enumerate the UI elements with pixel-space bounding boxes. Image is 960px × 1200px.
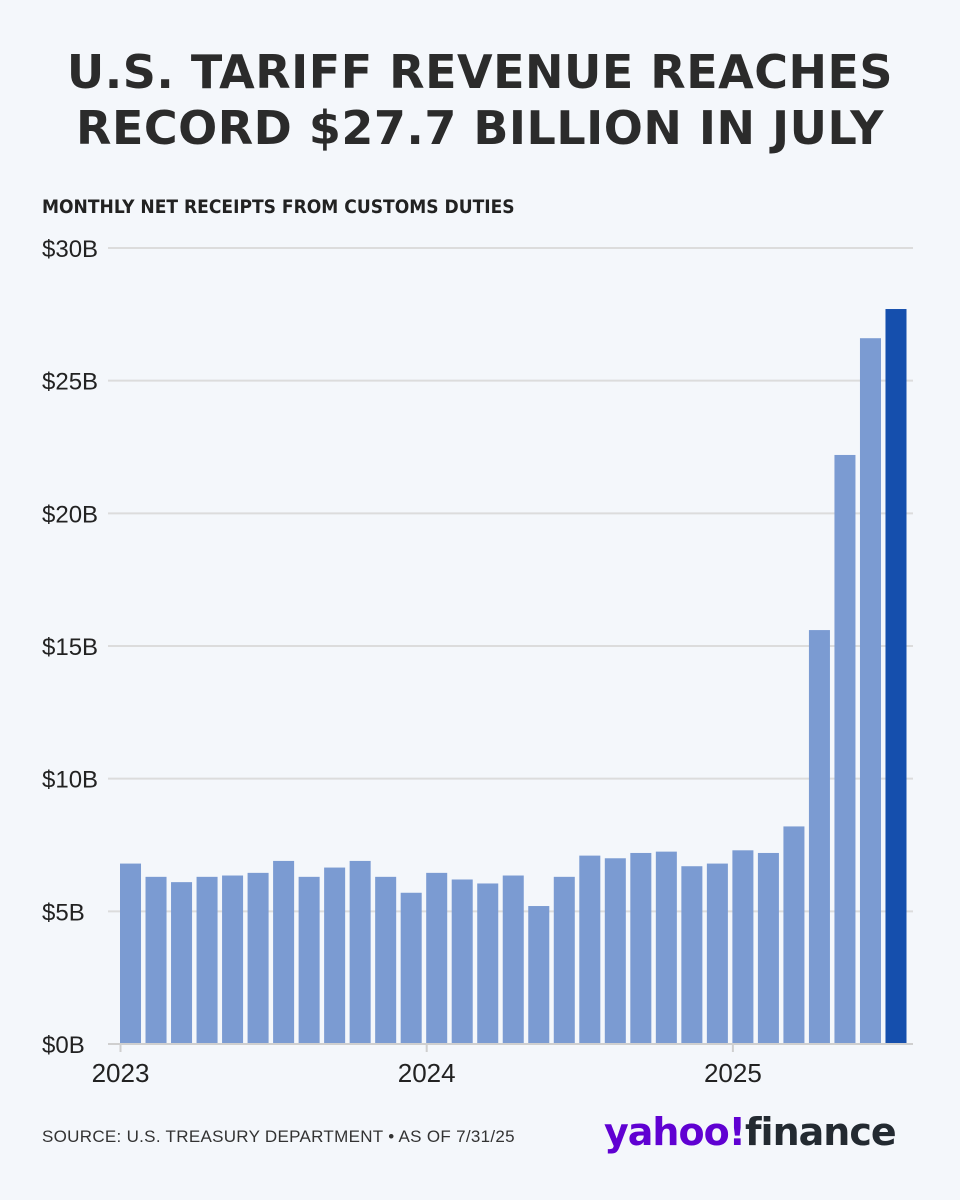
bar-2024-07 xyxy=(579,855,601,1044)
bar-2024-02 xyxy=(451,879,473,1044)
y-tick-label: $0B xyxy=(42,1032,85,1059)
y-tick-label: $30B xyxy=(42,236,98,263)
title-line-1: U.S. TARIFF REVENUE REACHES xyxy=(66,45,894,99)
y-tick-label: $5B xyxy=(42,899,85,926)
bar-2025-05 xyxy=(834,454,856,1045)
x-tick-label: 2023 xyxy=(92,1058,150,1088)
y-tick-label: $20B xyxy=(42,501,98,528)
bar-2023-05 xyxy=(222,875,244,1044)
bar-2023-10 xyxy=(349,860,371,1044)
logo-finance: finance xyxy=(745,1110,897,1154)
bar-2024-08 xyxy=(604,858,626,1044)
bar-2023-06 xyxy=(247,872,269,1044)
bar-2024-05 xyxy=(528,906,550,1044)
bar-2025-07 xyxy=(885,309,907,1044)
x-tick-label: 2025 xyxy=(704,1058,762,1088)
bar-2024-03 xyxy=(477,883,499,1044)
y-tick-label: $10B xyxy=(42,767,98,794)
bar-2023-09 xyxy=(324,867,346,1044)
bar-2023-07 xyxy=(273,860,295,1044)
bar-2023-12 xyxy=(400,892,422,1044)
bar-2025-06 xyxy=(859,338,881,1044)
bar-2023-01 xyxy=(120,863,142,1044)
bar-2023-02 xyxy=(145,876,167,1044)
bar-2023-11 xyxy=(375,876,397,1044)
chart-subtitle: MONTHLY NET RECEIPTS FROM CUSTOMS DUTIES xyxy=(42,196,515,218)
logo-yahoo: yahoo! xyxy=(604,1110,746,1154)
bar-2024-04 xyxy=(502,875,524,1044)
bar-2023-08 xyxy=(298,876,320,1044)
chart-title: U.S. TARIFF REVENUE REACHES RECORD $27.7… xyxy=(0,44,960,156)
bar-2025-01 xyxy=(732,850,754,1044)
bar-2025-02 xyxy=(757,852,779,1044)
y-tick-label: $15B xyxy=(42,634,98,661)
bar-2024-11 xyxy=(681,866,703,1044)
bar-2024-12 xyxy=(706,863,728,1044)
source-note: SOURCE: U.S. TREASURY DEPARTMENT • AS OF… xyxy=(42,1127,515,1146)
bar-2025-04 xyxy=(808,630,830,1044)
x-tick-label: 2024 xyxy=(398,1058,456,1088)
bar-2024-10 xyxy=(655,851,677,1044)
bar-2023-04 xyxy=(196,876,218,1044)
bar-2024-06 xyxy=(553,876,575,1044)
bar-2024-09 xyxy=(630,852,652,1044)
bar-2025-03 xyxy=(783,826,805,1044)
y-tick-label: $25B xyxy=(42,369,98,396)
yahoo-finance-logo: yahoo!finance xyxy=(604,1110,897,1154)
title-line-2: RECORD $27.7 BILLION IN JULY xyxy=(76,101,884,155)
bar-2024-01 xyxy=(426,872,448,1044)
bar-2023-03 xyxy=(171,882,193,1044)
